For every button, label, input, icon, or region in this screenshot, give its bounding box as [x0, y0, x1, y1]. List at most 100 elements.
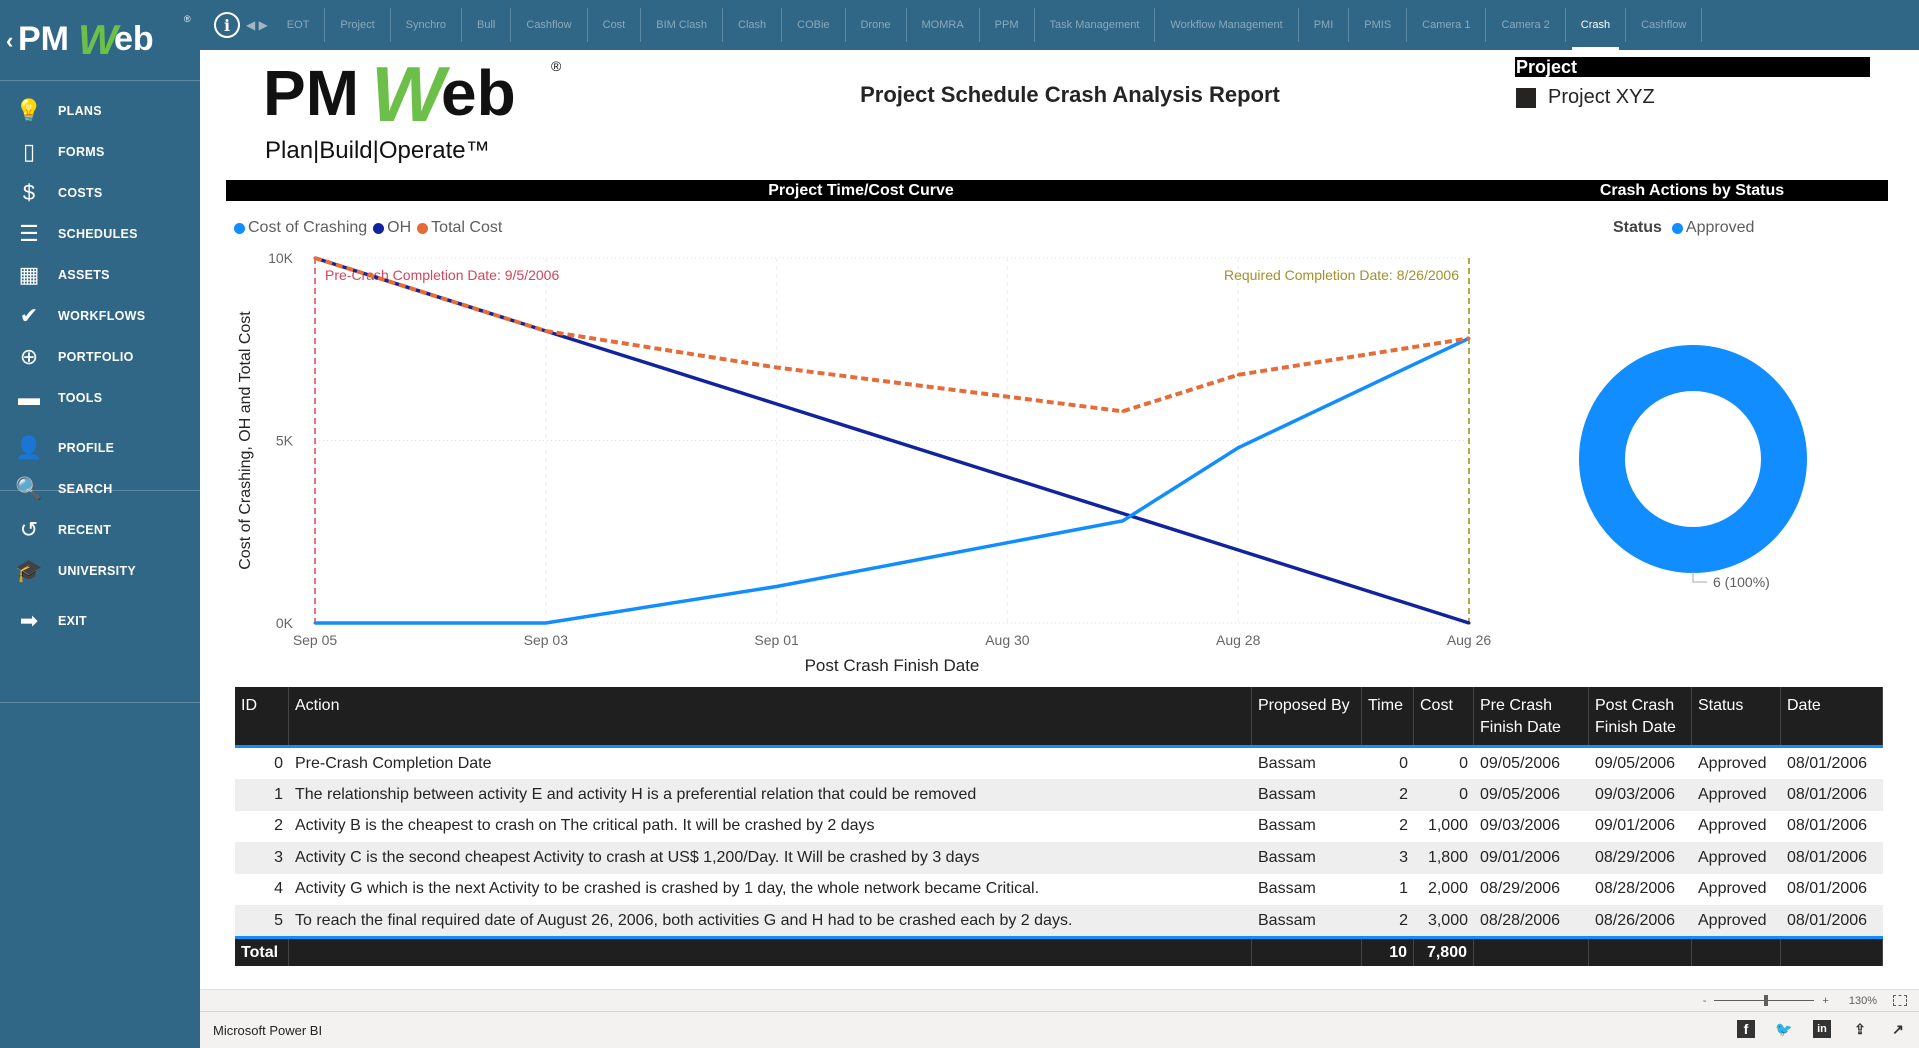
column-header[interactable]: ID [235, 687, 289, 745]
column-header[interactable]: Time [1362, 687, 1414, 745]
fit-to-page-icon[interactable] [1893, 995, 1907, 1006]
data-point[interactable] [1236, 373, 1240, 377]
column-header[interactable]: Date [1781, 687, 1883, 745]
pmweb-logo[interactable]: ‹ PM W eb ® [6, 8, 196, 70]
data-point[interactable] [313, 621, 317, 625]
column-header[interactable]: Action [289, 687, 1252, 745]
table-cell [1474, 939, 1589, 967]
donut-slice-approved[interactable] [1579, 345, 1807, 573]
table-row[interactable]: 3 Activity C is the second cheapest Activ… [235, 842, 1883, 874]
data-point[interactable] [1467, 336, 1471, 340]
linkedin-icon[interactable]: in [1813, 1020, 1831, 1038]
share-icon[interactable]: ⇪ [1854, 1021, 1866, 1037]
tab-eot[interactable]: EOT [272, 8, 326, 42]
series-line-cost-of-crashing[interactable] [315, 336, 1470, 625]
tab-camera-2[interactable]: Camera 2 [1486, 8, 1566, 42]
legend-item[interactable]: Cost of Crashing [234, 219, 367, 237]
data-point[interactable] [313, 256, 317, 260]
table-row[interactable]: 0 Pre-Crash Completion Date Bassam 0 0 09/05/… [235, 748, 1883, 779]
tab-crash[interactable]: Crash [1566, 8, 1627, 50]
tab-bull[interactable]: Bull [462, 8, 512, 42]
sidebar-item-recent[interactable]: ↺ RECENT [0, 510, 200, 550]
column-header[interactable]: Proposed By [1252, 687, 1362, 745]
globe-icon: ⊕ [19, 344, 39, 369]
data-point[interactable] [1467, 621, 1471, 625]
tab-clash[interactable]: Clash [723, 8, 783, 42]
tab-momra[interactable]: MOMRA [907, 8, 980, 42]
tab-task-management[interactable]: Task Management [1035, 8, 1156, 42]
tab-project[interactable]: Project [325, 8, 391, 42]
form-icon: ▯ [22, 139, 36, 164]
column-header[interactable]: Cost [1414, 687, 1474, 745]
table-row[interactable]: 5 To reach the final required date of Aug… [235, 904, 1883, 937]
popout-icon[interactable]: ↗ [1892, 1021, 1904, 1037]
tab-pmis[interactable]: PMIS [1349, 8, 1408, 42]
tab-bim-clash[interactable]: BIM Clash [641, 8, 723, 42]
facebook-icon[interactable]: f [1737, 1020, 1755, 1038]
sidebar-item-assets[interactable]: ▦ ASSETS [0, 255, 200, 295]
data-point[interactable] [1121, 519, 1125, 523]
table-cell: 3,000 [1427, 911, 1468, 929]
tab-drone[interactable]: Drone [846, 8, 907, 42]
legend-dot-approved [1671, 222, 1683, 234]
sidebar-item-portfolio[interactable]: ⊕ PORTFOLIO [0, 337, 200, 377]
zoom-slider-thumb[interactable] [1764, 995, 1769, 1006]
page-scroll-arrows-icon[interactable]: ◀ ▶ [246, 18, 268, 32]
sidebar-item-costs[interactable]: $ COSTS [0, 173, 200, 213]
y-tick-label: 5K [276, 433, 294, 449]
column-header[interactable]: Post Crash Finish Date [1589, 687, 1692, 745]
table-row[interactable]: 4 Activity G which is the next Activity t… [235, 874, 1883, 905]
slicer-item-label: Project XYZ [1548, 86, 1655, 108]
sidebar-item-workflows[interactable]: ✔ WORKFLOWS [0, 296, 200, 336]
table-cell: 08/01/2006 [1787, 754, 1868, 772]
legend-item[interactable]: Total Cost [417, 219, 502, 237]
sidebar-divider [0, 702, 200, 703]
tab-workflow-management[interactable]: Workflow Management [1155, 8, 1299, 42]
zoom-out-button[interactable]: - [1702, 994, 1707, 1007]
data-point[interactable] [1121, 409, 1125, 413]
data-point[interactable] [775, 585, 779, 588]
tab-pmi[interactable]: PMI [1299, 8, 1350, 42]
table-row[interactable]: 1 The relationship between activity E and… [235, 779, 1883, 811]
data-point[interactable] [1121, 512, 1125, 515]
tab-camera-1[interactable]: Camera 1 [1407, 8, 1487, 42]
sidebar-divider [0, 80, 200, 81]
table-cell: 08/26/2006 [1595, 911, 1676, 929]
slicer-checkbox[interactable] [1516, 87, 1536, 108]
sidebar-item-plans[interactable]: 💡 PLANS [0, 91, 200, 131]
data-point[interactable] [544, 329, 548, 333]
info-icon[interactable]: i [214, 12, 240, 38]
power-bi-brand[interactable]: Microsoft Power BI [213, 1022, 323, 1038]
sidebar-item-profile[interactable]: 👤 PROFILE [0, 428, 200, 468]
sidebar-item-schedules[interactable]: ☰ SCHEDULES [0, 214, 200, 254]
zoom-in-button[interactable]: + [1822, 994, 1829, 1007]
table-row[interactable]: 2 Activity B is the cheapest to crash on … [235, 811, 1883, 842]
sidebar-item-tools[interactable]: ▬ TOOLS [0, 378, 200, 418]
tab-ppm[interactable]: PPM [980, 8, 1035, 42]
sidebar-item-search[interactable]: 🔍 SEARCH [0, 469, 200, 509]
data-point[interactable] [775, 366, 779, 369]
data-point[interactable] [1236, 446, 1240, 450]
legend-label-approved[interactable]: Approved [1685, 219, 1755, 236]
tab-cost[interactable]: Cost [588, 8, 642, 42]
sidebar-item-university[interactable]: 🎓 UNIVERSITY [0, 551, 200, 591]
zoom-slider[interactable] [1714, 995, 1815, 1006]
sidebar-item-exit[interactable]: ➡ EXIT [0, 601, 200, 641]
tab-cobie[interactable]: COBie [782, 8, 846, 42]
column-header[interactable]: Status [1692, 687, 1781, 745]
sidebar-divider [0, 490, 200, 491]
tab-cashflow[interactable]: Cashflow [511, 8, 588, 42]
series-line-total-cost[interactable] [314, 256, 1470, 414]
sidebar-item-forms[interactable]: ▯ FORMS [0, 132, 200, 172]
column-header[interactable]: Pre Crash Finish Date [1474, 687, 1589, 745]
dollar-icon: $ [22, 180, 36, 205]
data-point[interactable] [775, 402, 779, 406]
data-point[interactable] [544, 621, 548, 625]
tab-cashflow[interactable]: Cashflow [1626, 8, 1703, 42]
sidebar-item-label: WORKFLOWS [58, 309, 146, 323]
legend-item[interactable]: OH [373, 219, 411, 237]
data-point[interactable] [1236, 548, 1240, 552]
project-slicer-item[interactable]: Project XYZ [1516, 86, 1655, 109]
tab-synchro[interactable]: Synchro [391, 8, 463, 42]
twitter-icon[interactable]: 🐦 [1775, 1021, 1793, 1037]
